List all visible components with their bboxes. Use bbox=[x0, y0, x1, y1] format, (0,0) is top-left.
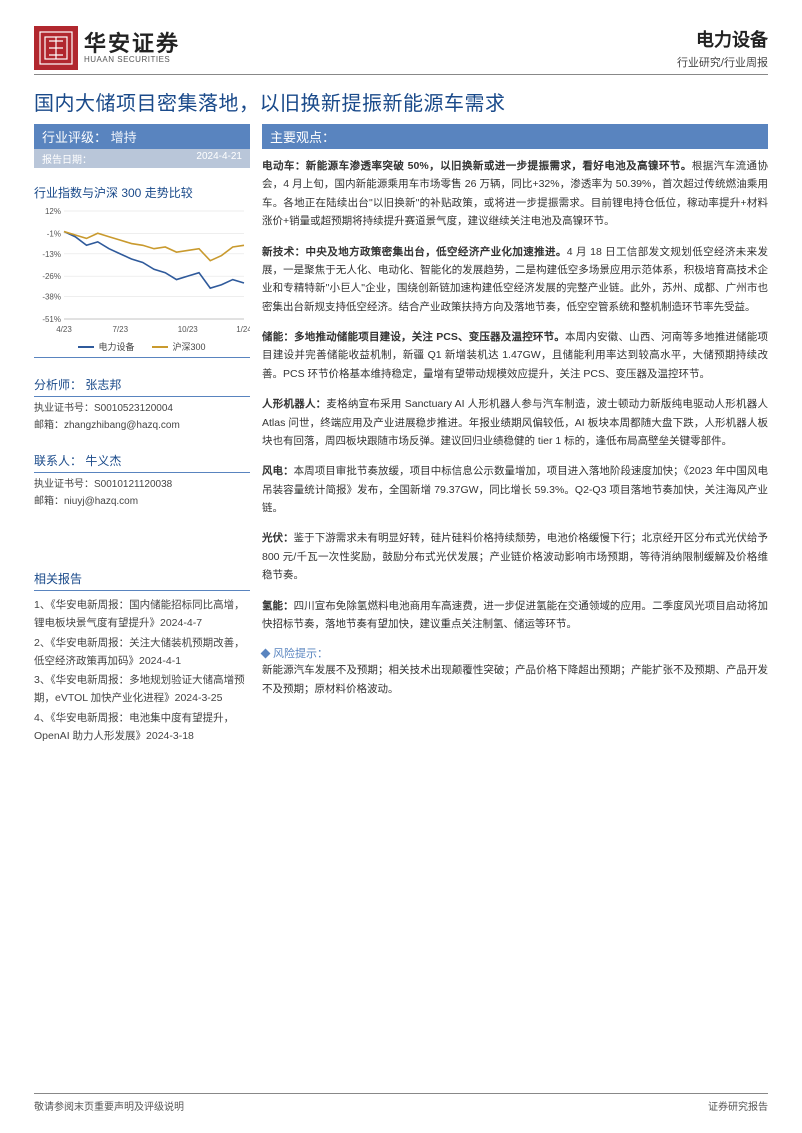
footer-right: 证券研究报告 bbox=[708, 1098, 768, 1113]
legend-label: 沪深300 bbox=[172, 340, 205, 353]
svg-text:7/23: 7/23 bbox=[112, 325, 128, 334]
view-paragraph: 新技术：中央及地方政策密集出台，低空经济产业化加速推进。4 月 18 日工信部发… bbox=[262, 243, 768, 317]
analyst-license: 执业证书号：S0010523120004 bbox=[34, 400, 250, 417]
report-date-value: 2024-4-21 bbox=[196, 151, 242, 166]
view-body: 四川宣布免除氢燃料电池商用车高速费，进一步促进氢能在交通领域的应用。二季度风光项… bbox=[262, 600, 768, 630]
view-paragraph: 风电：本周项目审批节奏放缓，项目中标信息公示数量增加，项目进入落地阶段速度加快；… bbox=[262, 462, 768, 517]
risk-text: 新能源汽车发展不及预期；相关技术出现颠覆性突破；产品价格下降超出预期；产能扩张不… bbox=[262, 661, 768, 698]
analyst-email: 邮箱：zhangzhibang@hazq.com bbox=[34, 417, 250, 434]
related-report-item: 1、《华安电新周报：国内储能招标同比高增，锂电板块景气度有望提升》2024-4-… bbox=[34, 597, 250, 633]
view-body: 麦格纳宣布采用 Sanctuary AI 人形机器人参与汽车制造，波士顿动力新版… bbox=[262, 398, 768, 447]
analyst-name: 联系人： 牛义杰 bbox=[34, 452, 250, 473]
page-footer: 敬请参阅末页重要声明及评级说明 证券研究报告 bbox=[34, 1093, 768, 1113]
view-body: 本周项目审批节奏放缓，项目中标信息公示数量增加，项目进入落地阶段速度加快；《20… bbox=[262, 465, 768, 514]
legend-swatch bbox=[78, 346, 94, 348]
document-type: 行业研究/行业周报 bbox=[677, 54, 768, 70]
logo-area: 华安证券 HUAAN SECURITIES bbox=[34, 26, 180, 70]
view-paragraph: 氢能：四川宣布免除氢燃料电池商用车高速费，进一步促进氢能在交通领域的应用。二季度… bbox=[262, 597, 768, 634]
left-column: 行业评级： 增持 报告日期： 2024-4-21 行业指数与沪深 300 走势比… bbox=[34, 124, 250, 748]
legend-item: 电力设备 bbox=[78, 340, 134, 353]
report-date-label: 报告日期： bbox=[42, 151, 92, 166]
view-lead: 光伏： bbox=[262, 532, 294, 544]
analyst-block: 联系人： 牛义杰执业证书号：S0010121120038邮箱：niuyj@haz… bbox=[34, 452, 250, 510]
legend-swatch bbox=[152, 346, 168, 348]
chart-legend: 电力设备 沪深300 bbox=[34, 340, 250, 353]
view-body: 鉴于下游需求未有明显好转，硅片硅料价格持续颓势，电池价格缓慢下行；北京经开区分布… bbox=[262, 532, 768, 581]
svg-text:1/24: 1/24 bbox=[236, 325, 250, 334]
view-paragraph: 光伏：鉴于下游需求未有明显好转，硅片硅料价格持续颓势，电池价格缓慢下行；北京经开… bbox=[262, 529, 768, 584]
svg-text:12%: 12% bbox=[45, 207, 61, 216]
page-header: 华安证券 HUAAN SECURITIES 电力设备 行业研究/行业周报 bbox=[34, 26, 768, 75]
related-report-item: 2、《华安电新周报：关注大储装机预期改善，低空经济政策再加码》2024-4-1 bbox=[34, 635, 250, 671]
risk-heading: 风险提示： bbox=[262, 645, 768, 661]
rating-band: 行业评级： 增持 bbox=[34, 124, 250, 149]
svg-text:-26%: -26% bbox=[42, 272, 61, 281]
svg-text:-1%: -1% bbox=[47, 229, 61, 238]
view-lead: 电动车：新能源车渗透率突破 50%，以旧换新或进一步提振需求，看好电池及高镍环节… bbox=[262, 160, 692, 172]
view-paragraph: 储能：多地推动储能项目建设，关注 PCS、变压器及温控环节。本周内安徽、山西、河… bbox=[262, 328, 768, 383]
view-lead: 储能：多地推动储能项目建设，关注 PCS、变压器及温控环节。 bbox=[262, 331, 565, 343]
logo-icon bbox=[34, 26, 78, 70]
analyst-email: 邮箱：niuyj@hazq.com bbox=[34, 493, 250, 510]
analyst-name: 分析师： 张志邦 bbox=[34, 376, 250, 397]
related-reports-list: 1、《华安电新周报：国内储能招标同比高增，锂电板块景气度有望提升》2024-4-… bbox=[34, 597, 250, 746]
svg-text:4/23: 4/23 bbox=[56, 325, 72, 334]
rating-label: 行业评级： bbox=[42, 130, 107, 145]
logo-text-cn: 华安证券 bbox=[84, 32, 180, 56]
right-column: 主要观点： 电动车：新能源车渗透率突破 50%，以旧换新或进一步提振需求，看好电… bbox=[262, 124, 768, 748]
related-reports-title: 相关报告 bbox=[34, 570, 250, 591]
footer-left: 敬请参阅末页重要声明及评级说明 bbox=[34, 1098, 184, 1113]
related-report-item: 3、《华安电新周报：多地规划验证大储高增预期，eVTOL 加快产业化进程》202… bbox=[34, 672, 250, 708]
analyst-block: 分析师： 张志邦执业证书号：S0010523120004邮箱：zhangzhib… bbox=[34, 376, 250, 434]
svg-text:-51%: -51% bbox=[42, 315, 61, 324]
view-lead: 人形机器人： bbox=[262, 398, 326, 410]
view-lead: 风电： bbox=[262, 465, 294, 477]
logo-text-en: HUAAN SECURITIES bbox=[84, 56, 180, 65]
svg-text:-38%: -38% bbox=[42, 293, 61, 302]
analyst-license: 执业证书号：S0010121120038 bbox=[34, 476, 250, 493]
chart-title: 行业指数与沪深 300 走势比较 bbox=[34, 184, 250, 201]
date-band: 报告日期： 2024-4-21 bbox=[34, 149, 250, 168]
view-paragraph: 电动车：新能源车渗透率突破 50%，以旧换新或进一步提振需求，看好电池及高镍环节… bbox=[262, 157, 768, 231]
view-lead: 新技术：中央及地方政策密集出台，低空经济产业化加速推进。 bbox=[262, 246, 567, 258]
main-views-title: 主要观点： bbox=[262, 124, 768, 149]
diamond-icon bbox=[261, 648, 271, 658]
performance-chart: 12%-1%-13%-26%-38%-51%4/237/2310/231/24 … bbox=[34, 205, 250, 358]
report-title: 国内大储项目密集落地，以旧换新提振新能源车需求 bbox=[34, 81, 768, 124]
svg-text:-13%: -13% bbox=[42, 250, 61, 259]
related-report-item: 4、《华安电新周报：电池集中度有望提升，OpenAI 助力人形发展》2024-3… bbox=[34, 710, 250, 746]
sector-name: 电力设备 bbox=[677, 26, 768, 52]
legend-label: 电力设备 bbox=[98, 340, 134, 353]
rating-value: 增持 bbox=[111, 130, 137, 145]
risk-label: 风险提示： bbox=[273, 645, 328, 661]
svg-text:10/23: 10/23 bbox=[178, 325, 199, 334]
legend-item: 沪深300 bbox=[152, 340, 205, 353]
view-paragraph: 人形机器人：麦格纳宣布采用 Sanctuary AI 人形机器人参与汽车制造，波… bbox=[262, 395, 768, 450]
view-lead: 氢能： bbox=[262, 600, 294, 612]
